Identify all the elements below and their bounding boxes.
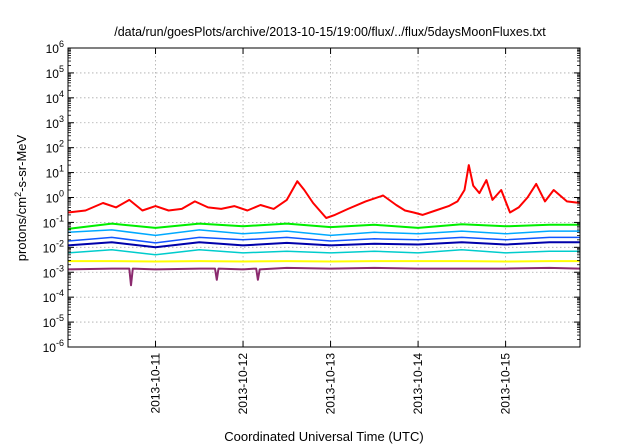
x-tick-label: 2013-10-11 [149, 353, 163, 414]
y-tick-label-base: 10 [46, 117, 60, 131]
x-axis-label: Coordinated Universal Time (UTC) [224, 429, 423, 444]
y-tick-label: 10-4 [43, 288, 64, 305]
y-tick-label-exponent: 0 [59, 189, 64, 199]
y-tick-label-exponent: 1 [59, 164, 64, 174]
y-axis-ticks: 10610510410310210110010-110-210-310-410-… [43, 39, 580, 355]
y-tick-label-exponent: -6 [56, 338, 64, 348]
y-tick-label-base: 10 [43, 266, 57, 280]
y-tick-label-exponent: -1 [56, 213, 64, 223]
y-tick-label-base: 10 [46, 142, 60, 156]
x-tick-label: 2013-10-15 [499, 353, 513, 415]
y-tick-label-base: 10 [46, 92, 60, 106]
x-tick-label: 2013-10-14 [411, 353, 425, 415]
y-axis-label-part-2: -s-sr-MeV [14, 134, 29, 191]
y-tick-label: 10-2 [43, 238, 64, 255]
y-tick-label-base: 10 [43, 241, 57, 255]
y-tick-label-exponent: 3 [59, 114, 64, 124]
y-tick-label: 101 [46, 164, 64, 181]
y-tick-label: 103 [46, 114, 64, 131]
y-axis-label-part-1: protons/cm [14, 197, 29, 261]
y-tick-label-base: 10 [43, 341, 57, 355]
x-tick-label: 2013-10-12 [236, 353, 250, 415]
y-tick-label: 10-6 [43, 338, 64, 355]
y-tick-label: 10-3 [43, 263, 64, 280]
y-tick-label-base: 10 [43, 216, 57, 230]
x-axis-ticks: 2013-10-11 2013-10-12 2013-10-13 2013-10-14… [149, 48, 513, 414]
series-line-1 [67, 164, 581, 219]
y-tick-label-exponent: 4 [59, 89, 64, 99]
y-tick-label-exponent: 2 [59, 139, 64, 149]
y-tick-label-base: 10 [46, 167, 60, 181]
series-line-4 [67, 236, 580, 244]
series-line-6 [67, 248, 580, 256]
y-tick-label: 102 [46, 139, 64, 156]
y-tick-label-exponent: 5 [59, 64, 64, 74]
x-tick-label: 2013-10-13 [324, 353, 338, 415]
series-line-3 [67, 229, 580, 237]
y-tick-label-exponent: -2 [56, 238, 64, 248]
y-tick-label: 100 [46, 189, 64, 206]
y-tick-label-base: 10 [43, 316, 57, 330]
y-tick-label-base: 10 [46, 67, 60, 81]
y-axis-label: protons/cm2-s-sr-MeV [13, 134, 29, 261]
y-tick-label: 10-5 [43, 313, 64, 330]
y-tick-label: 105 [46, 64, 64, 81]
series-line-2 [67, 222, 580, 230]
y-tick-label-exponent: -3 [56, 263, 64, 273]
grid [68, 48, 580, 347]
series-line-5 [67, 241, 580, 249]
chart-title: /data/run/goesPlots/archive/2013-10-15/1… [114, 25, 546, 39]
y-tick-label-base: 10 [46, 42, 60, 56]
y-tick-label-base: 10 [43, 291, 57, 305]
series-group [67, 164, 581, 287]
y-tick-label-base: 10 [46, 192, 60, 206]
y-tick-label: 104 [46, 89, 64, 106]
y-tick-label-exponent: -5 [56, 313, 64, 323]
y-tick-label-exponent: 6 [59, 39, 64, 49]
y-tick-label-exponent: -4 [56, 288, 64, 298]
series-line-8 [67, 266, 581, 287]
y-axis-label-exponent: 2 [13, 192, 23, 197]
y-tick-label: 10-1 [43, 213, 64, 230]
y-tick-label: 106 [46, 39, 64, 56]
